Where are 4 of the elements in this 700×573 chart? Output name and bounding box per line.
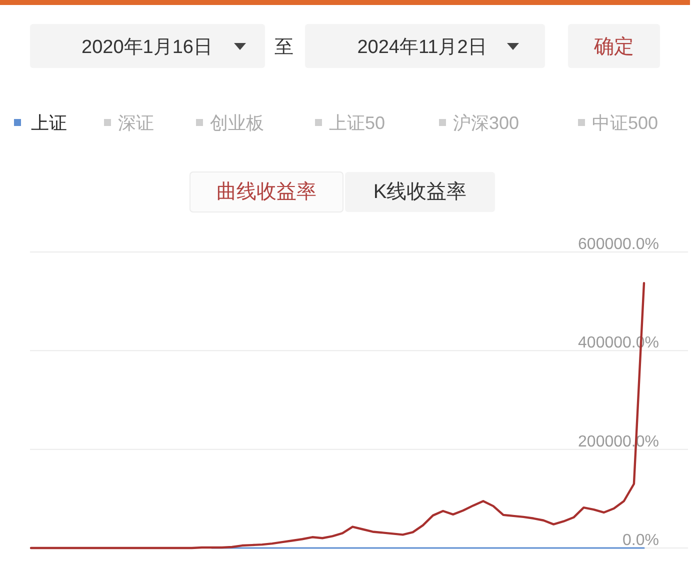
y-tick-label: 0.0%: [622, 532, 659, 549]
y-tick-label: 600000.0%: [578, 236, 659, 253]
legend: 上证: [14, 113, 67, 133]
legend-label: 上证: [31, 113, 67, 133]
